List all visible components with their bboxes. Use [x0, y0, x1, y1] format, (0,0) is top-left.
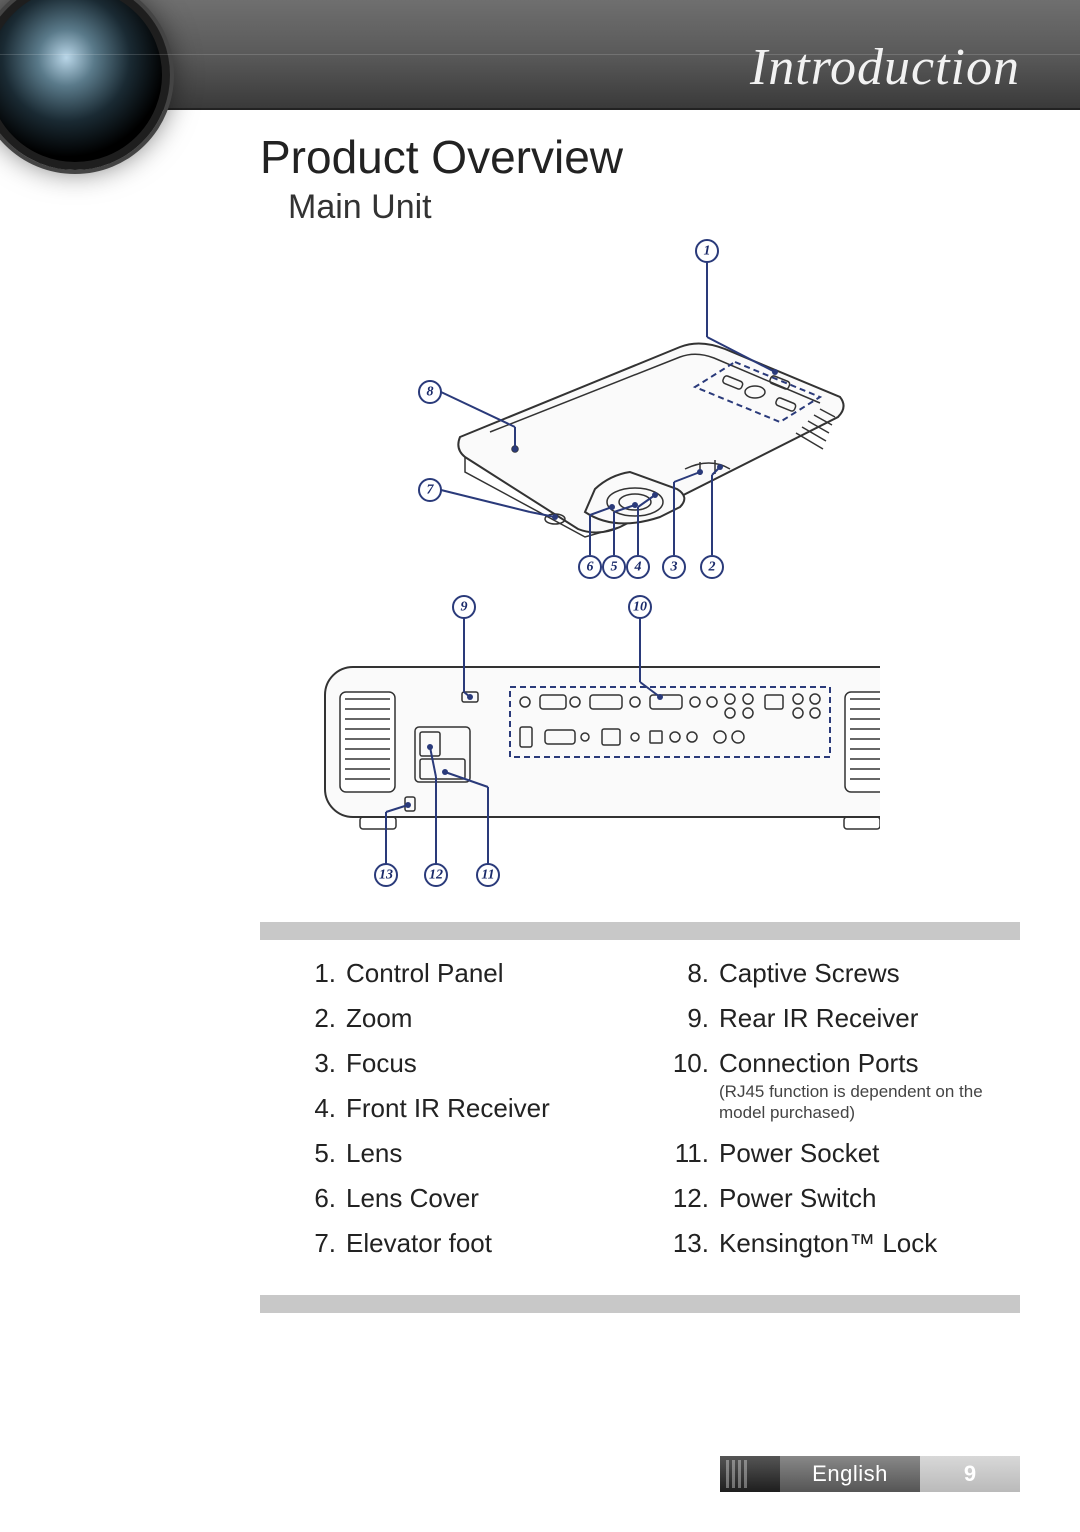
banner-lens-image — [0, 0, 170, 170]
legend-item: 11. Power Socket — [667, 1138, 1000, 1169]
callout-number: 1 — [704, 244, 711, 259]
page-banner: Introduction — [0, 0, 1080, 110]
legend-bottom-bar — [260, 1295, 1020, 1313]
callout-number: 7 — [427, 483, 435, 498]
legend-item-number: 5. — [294, 1138, 336, 1169]
legend-item-label: Power Socket — [719, 1138, 879, 1168]
callout-number: 6 — [587, 560, 594, 575]
legend-item-number: 1. — [294, 958, 336, 989]
legend-item: 10. Connection Ports(RJ45 function is dep… — [667, 1048, 1000, 1124]
legend-top-bar — [260, 922, 1020, 940]
legend-item-label: Elevator foot — [346, 1228, 492, 1258]
legend-item-number: 8. — [667, 958, 709, 989]
legend-item: 5. Lens — [294, 1138, 627, 1169]
legend-item-label: Front IR Receiver — [346, 1093, 550, 1123]
legend-item-label: Focus — [346, 1048, 417, 1078]
legend-item: 3. Focus — [294, 1048, 627, 1079]
legend-item-label: Lens Cover — [346, 1183, 479, 1213]
callout-number: 10 — [633, 600, 647, 615]
legend-item-number: 11. — [667, 1138, 709, 1169]
callout-number: 11 — [481, 868, 494, 883]
content-area: Product Overview Main Unit — [260, 130, 1020, 1313]
page-title: Product Overview — [260, 130, 1020, 184]
legend-item: 9. Rear IR Receiver — [667, 1003, 1000, 1034]
legend-item-number: 2. — [294, 1003, 336, 1034]
legend-item-number: 7. — [294, 1228, 336, 1259]
legend-item: 8. Captive Screws — [667, 958, 1000, 989]
footer-language: English — [780, 1456, 920, 1492]
legend-item-note: (RJ45 function is dependent on the model… — [719, 1081, 1000, 1124]
legend-item-label: Kensington™ Lock — [719, 1228, 937, 1258]
page-subtitle: Main Unit — [288, 188, 1020, 227]
callout-number: 12 — [429, 868, 443, 883]
legend-item-number: 6. — [294, 1183, 336, 1214]
legend-column-right: 8. Captive Screws 9. Rear IR Receiver 10. Con… — [667, 958, 1000, 1273]
callout-number: 3 — [670, 560, 678, 575]
legend-item-label: Connection Ports — [719, 1048, 918, 1078]
legend-item-label: Control Panel — [346, 958, 504, 988]
legend-item-number: 9. — [667, 1003, 709, 1034]
legend-item-label: Lens — [346, 1138, 402, 1168]
legend-box: 1. Control Panel 2. Zoom 3. Focus 4. Front IR R… — [260, 922, 1020, 1313]
legend-item-label: Captive Screws — [719, 958, 900, 988]
legend-item: 7. Elevator foot — [294, 1228, 627, 1259]
legend-item-number: 12. — [667, 1183, 709, 1214]
banner-title: Introduction — [750, 38, 1020, 97]
product-diagram: 1 8 7 6 5 4 3 2 9 10 13 12 11 — [260, 237, 1020, 902]
legend-item: 6. Lens Cover — [294, 1183, 627, 1214]
callout-number: 2 — [708, 560, 716, 575]
footer-decoration — [720, 1456, 780, 1492]
callout-number: 8 — [427, 385, 434, 400]
callout-number: 13 — [379, 868, 393, 883]
legend-item-number: 4. — [294, 1093, 336, 1124]
legend-item: 12. Power Switch — [667, 1183, 1000, 1214]
legend-item-label: Power Switch — [719, 1183, 877, 1213]
legend-item-label: Zoom — [346, 1003, 412, 1033]
callout-number: 4 — [634, 560, 642, 575]
callout-number: 9 — [461, 600, 468, 615]
legend-item: 13. Kensington™ Lock — [667, 1228, 1000, 1259]
legend-item-number: 10. — [667, 1048, 709, 1079]
legend-item-label: Rear IR Receiver — [719, 1003, 918, 1033]
legend-column-left: 1. Control Panel 2. Zoom 3. Focus 4. Front IR R… — [294, 958, 627, 1273]
page-footer: English 9 — [720, 1456, 1020, 1492]
callout-number: 5 — [611, 560, 618, 575]
legend-item: 4. Front IR Receiver — [294, 1093, 627, 1124]
legend-item-number: 3. — [294, 1048, 336, 1079]
legend-item: 2. Zoom — [294, 1003, 627, 1034]
footer-page-number: 9 — [920, 1456, 1020, 1492]
legend-item: 1. Control Panel — [294, 958, 627, 989]
legend-item-number: 13. — [667, 1228, 709, 1259]
